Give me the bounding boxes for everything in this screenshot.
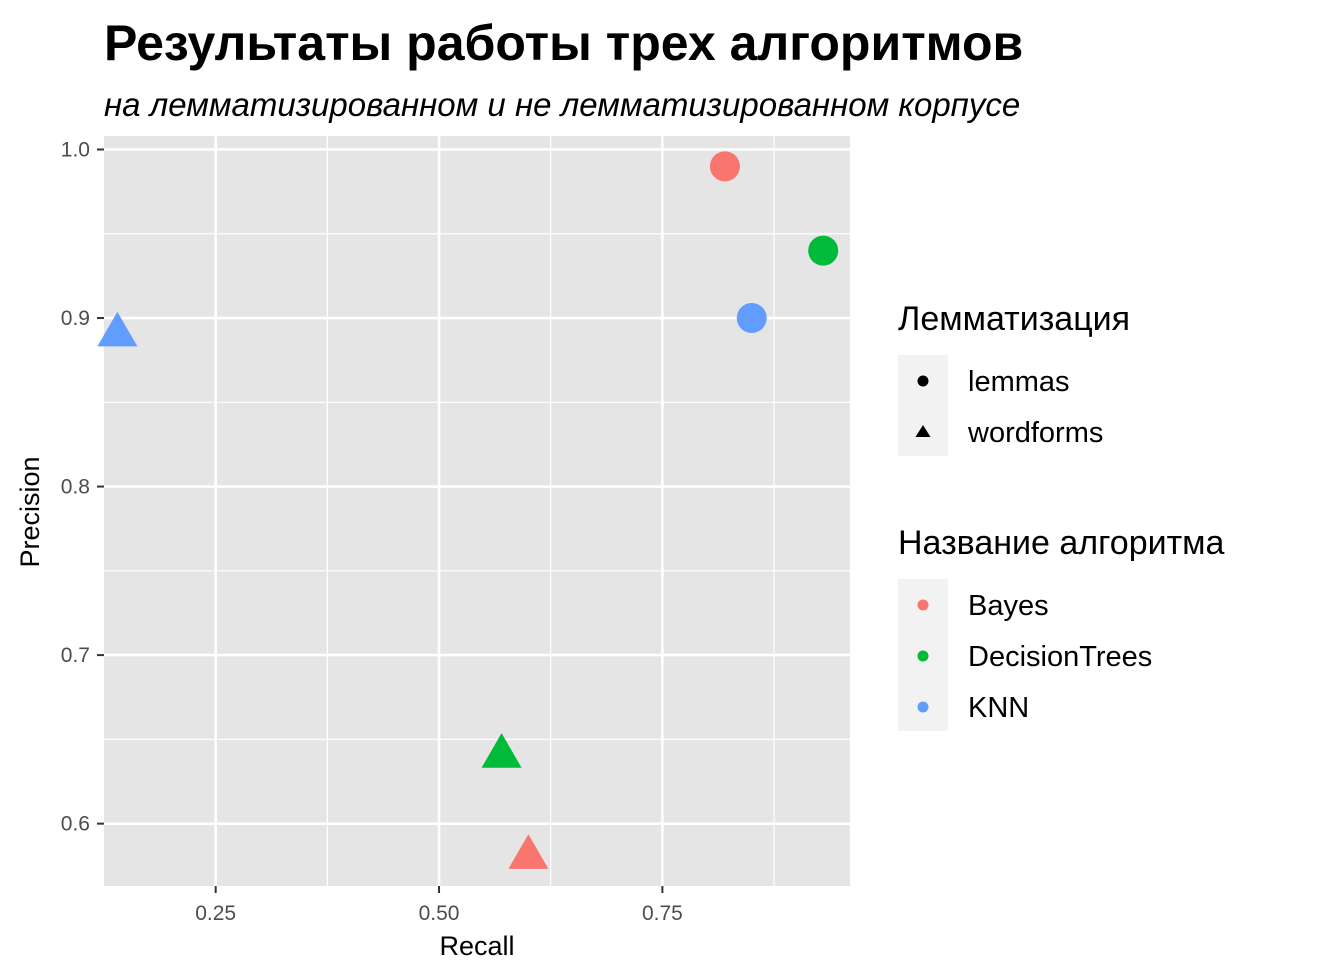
y-axis-title: Precision (15, 456, 45, 567)
y-tick-label: 0.7 (61, 644, 90, 667)
plot-panel (104, 136, 850, 886)
point-knn-wordforms (97, 311, 138, 347)
color-legend-title: Название алгоритма (898, 524, 1225, 562)
minor-gridlines (104, 136, 850, 886)
x-tick-label: 0.25 (195, 902, 236, 925)
legend-key-lemmas (917, 375, 929, 387)
x-axis-title: Recall (439, 931, 514, 961)
color-legend: Название алгоритма Bayes DecisionTrees KNN (898, 524, 1225, 731)
legend-key-knn (917, 701, 929, 713)
y-tick-label: 0.8 (61, 476, 90, 499)
legend-label-knn: KNN (968, 692, 1029, 724)
shape-legend: Лемматизация lemmas wordforms (898, 300, 1130, 456)
point-decisiontrees-lemmas (808, 235, 839, 266)
legend-key-wordforms (915, 425, 931, 437)
shape-legend-key-bg (898, 355, 948, 456)
point-decisiontrees-wordforms (481, 733, 522, 768)
point-bayes-lemmas (709, 151, 740, 182)
chart-title: Результаты работы трех алгоритмов (104, 15, 1023, 71)
major-gridlines (104, 136, 850, 886)
point-knn-lemmas (736, 303, 767, 334)
y-tick-label: 0.9 (61, 307, 90, 330)
legend-label-decisiontrees: DecisionTrees (968, 641, 1152, 673)
x-tick-label: 0.75 (642, 902, 683, 925)
legend-label-lemmas: lemmas (968, 366, 1070, 398)
legend-key-decisiontrees (917, 650, 929, 662)
legend-label-wordforms: wordforms (967, 417, 1103, 449)
chart-subtitle: на лемматизированном и не лемматизирован… (104, 86, 1020, 123)
data-points (97, 151, 839, 869)
legend-label-bayes: Bayes (968, 590, 1049, 622)
y-tick-label: 0.6 (61, 813, 90, 836)
legend-key-bayes (917, 599, 929, 611)
x-tick-label: 0.50 (419, 902, 460, 925)
axis-ticks: 0.25 0.50 0.75 0.6 0.7 0.8 0.9 1.0 (61, 138, 683, 925)
point-bayes-wordforms (508, 834, 549, 869)
y-tick-label: 1.0 (61, 138, 90, 161)
shape-legend-title: Лемматизация (898, 300, 1130, 338)
